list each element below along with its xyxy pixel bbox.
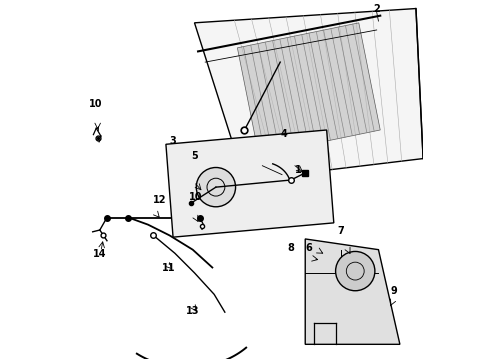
Text: 10: 10 — [189, 192, 202, 202]
Polygon shape — [237, 23, 380, 155]
Circle shape — [196, 167, 235, 207]
Text: 6: 6 — [305, 243, 311, 253]
Text: 11: 11 — [162, 263, 176, 273]
Text: 13: 13 — [185, 306, 199, 316]
Text: 9: 9 — [390, 286, 397, 296]
Text: 14: 14 — [93, 249, 106, 259]
Polygon shape — [194, 9, 422, 180]
Text: 4: 4 — [280, 129, 286, 139]
Polygon shape — [305, 239, 399, 344]
Text: 7: 7 — [337, 226, 344, 235]
Text: 3: 3 — [169, 136, 176, 146]
Circle shape — [335, 251, 374, 291]
Text: 8: 8 — [287, 243, 294, 253]
Text: 10: 10 — [89, 99, 102, 109]
Polygon shape — [165, 130, 333, 237]
Text: 5: 5 — [190, 150, 197, 161]
Text: 12: 12 — [153, 195, 166, 205]
Text: 2: 2 — [372, 4, 379, 14]
Text: 1: 1 — [294, 165, 301, 175]
